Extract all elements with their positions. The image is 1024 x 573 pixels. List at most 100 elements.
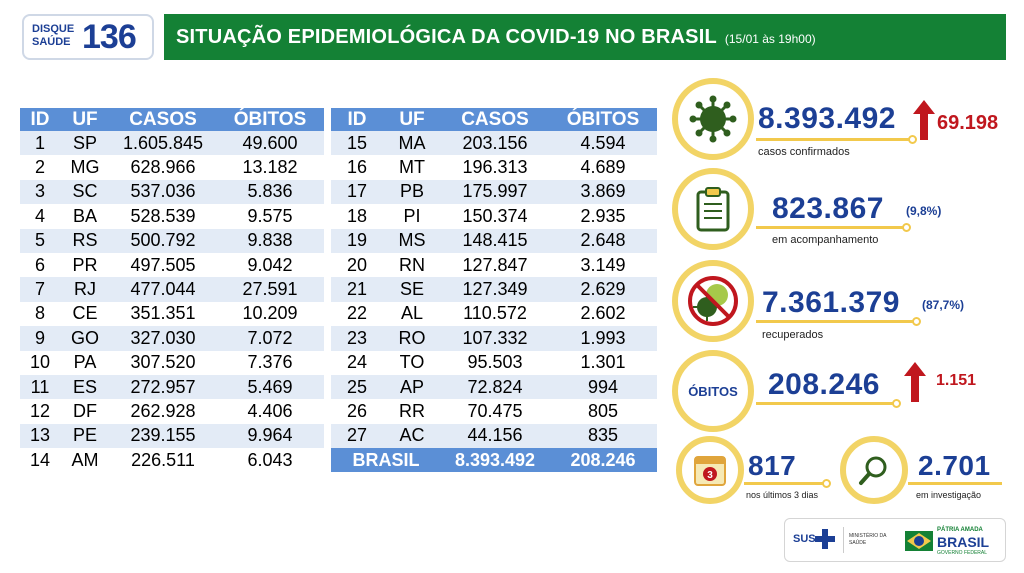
cell-uf: DF <box>73 400 97 421</box>
table-row: 7 RJ 477.044 27.591 <box>20 277 324 302</box>
cell-uf: RN <box>399 254 425 275</box>
cell-id: 15 <box>331 131 383 156</box>
table-row: 18 PI 150.374 2.935 <box>331 204 657 228</box>
cell-uf: AP <box>383 374 441 400</box>
deaths-value: 208.246 <box>768 368 880 401</box>
cell-obitos: 5.836 <box>216 179 324 205</box>
deaths-increase: 1.151 <box>936 372 977 389</box>
table-row: 16 MT 196.313 4.689 <box>331 155 657 179</box>
cell-casos: 44.156 <box>441 423 549 449</box>
up-arrow-icon <box>904 362 926 402</box>
monitoring-dot <box>902 223 911 232</box>
col-obitos: ÓBITOS <box>216 108 324 131</box>
cell-id: 24 <box>346 352 368 373</box>
logo-number: 136 <box>82 18 137 56</box>
table-row: 12 DF 262.928 4.406 <box>20 399 324 423</box>
cell-uf: MT <box>399 157 425 178</box>
cell-casos: 72.824 <box>441 374 549 400</box>
total-label: BRASIL <box>331 448 441 473</box>
cell-casos: 226.511 <box>131 449 195 470</box>
cell-id: 21 <box>331 277 383 302</box>
cell-obitos: 27.591 <box>216 277 324 302</box>
table-row: 24 TO 95.503 1.301 <box>331 351 657 375</box>
monitoring-underline <box>756 226 906 229</box>
gov-line2: BRASIL <box>937 534 990 550</box>
gov-line3: GOVERNO FEDERAL <box>937 550 988 556</box>
recovered-value: 7.361.379 <box>762 286 900 319</box>
cell-obitos: 2.602 <box>580 303 626 324</box>
cell-obitos: 6.043 <box>247 449 293 470</box>
total-casos: 8.393.492 <box>441 448 549 473</box>
states-table-right: ID UF CASOS ÓBITOS 15 MA 203.156 4.594 16 MT 1… <box>331 108 657 473</box>
monitoring-label: em acompanhamento <box>772 234 879 246</box>
investigation-label: em investigação <box>916 490 982 500</box>
table-row: 27 AC 44.156 835 <box>331 423 657 449</box>
cell-id: 25 <box>331 374 383 400</box>
report-date: (15/01 às 19h00) <box>724 32 816 46</box>
cell-casos: 95.503 <box>467 352 523 373</box>
gov-line1: PÁTRIA AMADA <box>937 527 983 533</box>
cell-id: 4 <box>34 205 45 226</box>
brazil-flag-icon <box>905 531 933 551</box>
cell-id: 7 <box>20 277 60 302</box>
table-row: 6 PR 497.505 9.042 <box>20 253 324 277</box>
table-row: 3 SC 537.036 5.836 <box>20 179 324 205</box>
cell-uf: BA <box>72 205 97 226</box>
cell-uf: GO <box>60 326 110 351</box>
table-row: 15 MA 203.156 4.594 <box>331 131 657 156</box>
magnifier-icon <box>859 456 887 485</box>
recovered-dot <box>912 317 921 326</box>
cell-uf: SC <box>60 179 110 205</box>
cell-id: 19 <box>331 228 383 253</box>
table-row: 19 MS 148.415 2.648 <box>331 228 657 253</box>
confirmed-label: casos confirmados <box>758 146 850 158</box>
cell-uf: MG <box>70 157 100 178</box>
cell-obitos: 49.600 <box>216 131 324 156</box>
cell-uf: PB <box>383 179 441 205</box>
cell-id: 12 <box>29 400 51 421</box>
ministry-label: MINISTÉRIO DA SAÚDE <box>849 533 887 546</box>
confirmed-underline <box>756 138 912 141</box>
cell-casos: 537.036 <box>110 179 216 205</box>
disque-saude-logo: DISQUE SAÚDE 136 <box>22 14 154 60</box>
cell-casos: 203.156 <box>441 131 549 156</box>
cell-id: 11 <box>20 374 60 400</box>
cell-id: 6 <box>34 254 45 275</box>
cell-obitos: 9.042 <box>247 254 293 275</box>
logo-line1: DISQUE <box>32 23 75 35</box>
deaths-dot <box>892 399 901 408</box>
cell-casos: 327.030 <box>110 326 216 351</box>
table-header-row: ID UF CASOS ÓBITOS <box>331 108 657 131</box>
col-id: ID <box>331 108 383 131</box>
deaths-ring: ÓBITOS <box>672 350 754 432</box>
cell-casos: 528.539 <box>130 205 196 226</box>
cell-obitos: 1.993 <box>549 326 657 351</box>
cell-uf: SP <box>60 131 110 156</box>
cell-casos: 127.349 <box>441 277 549 302</box>
cell-casos: 477.044 <box>110 277 216 302</box>
table-row: 9 GO 327.030 7.072 <box>20 326 324 351</box>
cell-obitos: 9.575 <box>247 205 293 226</box>
total-row: BRASIL 8.393.492 208.246 <box>331 448 657 473</box>
investigation-underline <box>908 482 1002 485</box>
crossed-virus-icon <box>688 276 738 326</box>
table-header-row: ID UF CASOS ÓBITOS <box>20 108 324 131</box>
cell-uf: AL <box>400 303 424 324</box>
cell-casos: 196.313 <box>462 157 528 178</box>
table-row: 4 BA 528.539 9.575 <box>20 204 324 228</box>
table-row: 13 PE 239.155 9.964 <box>20 423 324 449</box>
cell-casos: 70.475 <box>467 400 523 421</box>
table-row: 11 ES 272.957 5.469 <box>20 374 324 400</box>
col-uf: UF <box>60 108 110 131</box>
cell-uf: TO <box>399 352 425 373</box>
cell-casos: 497.505 <box>130 254 196 275</box>
footer-divider <box>843 527 844 553</box>
table-row: 2 MG 628.966 13.182 <box>20 155 324 179</box>
monitoring-pct: (9,8%) <box>906 204 942 218</box>
recovered-label: recuperados <box>762 329 824 341</box>
total-obitos: 208.246 <box>549 448 657 473</box>
cell-obitos: 805 <box>587 400 619 421</box>
last3-value: 817 <box>748 450 797 481</box>
cell-obitos: 835 <box>549 423 657 449</box>
